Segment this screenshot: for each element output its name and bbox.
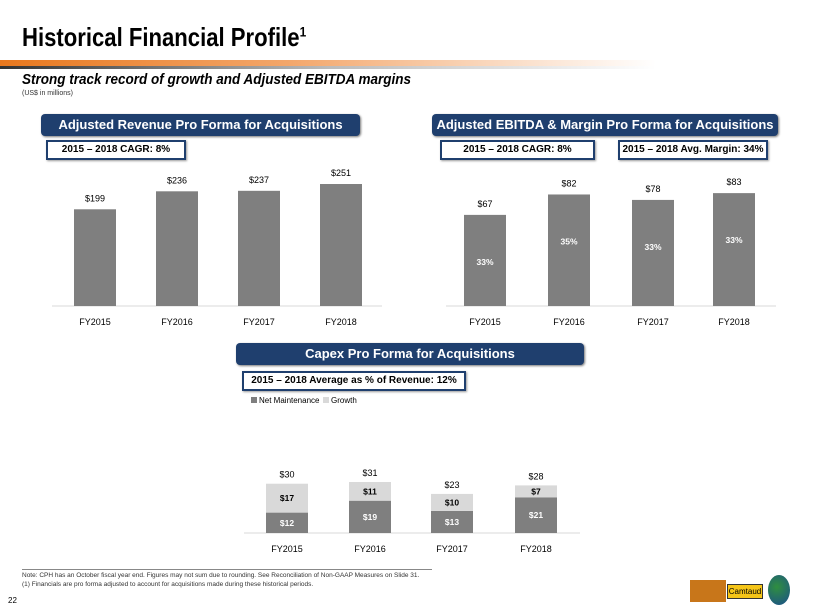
ebitda-margin-label: 33% <box>725 235 742 245</box>
revenue-data-label: $236 <box>167 175 187 185</box>
revenue-x-tick: FY2015 <box>79 317 111 327</box>
title-accent-bar <box>0 60 820 68</box>
page-title: Historical Financial Profile1 <box>22 22 306 53</box>
revenue-bar-FY2018 <box>320 184 362 306</box>
capex-x-tick: FY2016 <box>354 544 386 554</box>
subtitle: Strong track record of growth and Adjust… <box>22 71 412 88</box>
footnote-note: Note: CPH has an October fiscal year end… <box>22 572 420 579</box>
ebitda-x-tick: FY2015 <box>469 317 501 327</box>
capex-segment-label: $21 <box>529 510 543 520</box>
title-rule <box>0 66 820 69</box>
capex-legend-swatch <box>323 397 329 403</box>
capex-segment-label: $10 <box>445 497 459 507</box>
title-footnote: 1 <box>299 23 307 40</box>
ebitda-data-label: $83 <box>726 177 741 187</box>
ebitda-cagr-box: 2015 – 2018 CAGR: 8% <box>440 140 595 160</box>
capex-panel-title: Capex Pro Forma for Acquisitions <box>236 343 584 365</box>
ebitda-bar-FY2016 <box>548 194 590 306</box>
capex-segment-label: $19 <box>363 512 377 522</box>
capex-segment-label: $12 <box>280 518 294 528</box>
ebitda-margin-label: 33% <box>644 242 661 252</box>
brand-logo-globe <box>768 575 790 605</box>
footnote-divider <box>22 569 432 570</box>
revenue-panel-title: Adjusted Revenue Pro Forma for Acquisiti… <box>41 114 360 136</box>
ebitda-margin-label: 35% <box>560 236 577 246</box>
ebitda-margin-label: 33% <box>476 257 493 267</box>
page-number: 22 <box>8 596 17 605</box>
ebitda-bar-FY2017 <box>632 199 674 306</box>
revenue-bar-FY2015 <box>74 209 116 306</box>
capex-segment-label: $13 <box>445 517 459 527</box>
revenue-bar-FY2016 <box>156 191 198 306</box>
capex-bar-net-maintenance <box>349 500 391 533</box>
capex-bar-net-maintenance <box>431 510 473 533</box>
capex-bar-net-maintenance <box>266 512 308 533</box>
revenue-data-label: $199 <box>85 193 105 203</box>
ebitda-bar-FY2015 <box>464 214 506 306</box>
capex-total-label: $31 <box>362 468 377 478</box>
capex-total-label: $23 <box>444 480 459 490</box>
revenue-data-label: $237 <box>249 175 269 185</box>
capex-bar-growth <box>431 493 473 511</box>
capex-bar-net-maintenance <box>515 497 557 533</box>
units-label: (US$ in millions) <box>22 90 73 97</box>
capex-bar-growth <box>515 485 557 498</box>
ebitda-data-label: $67 <box>477 199 492 209</box>
capex-segment-label: $17 <box>280 493 294 503</box>
ebitda-bar-FY2018 <box>713 193 755 306</box>
capex-total-label: $30 <box>279 470 294 480</box>
revenue-x-tick: FY2018 <box>325 317 357 327</box>
ebitda-panel-title: Adjusted EBITDA & Margin Pro Forma for A… <box>432 114 778 136</box>
capex-legend-label: Net Maintenance <box>259 396 320 405</box>
capex-bar-growth <box>349 482 391 501</box>
ebitda-x-tick: FY2017 <box>637 317 669 327</box>
revenue-bar-FY2017 <box>238 190 280 306</box>
revenue-x-tick: FY2016 <box>161 317 193 327</box>
revenue-data-label: $251 <box>331 168 351 178</box>
capex-bar-growth <box>266 483 308 513</box>
ebitda-data-label: $82 <box>561 178 576 188</box>
capex-legend-label: Growth <box>331 396 357 405</box>
capex-x-tick: FY2017 <box>436 544 468 554</box>
revenue-x-tick: FY2017 <box>243 317 275 327</box>
brand-logo-camtaud: Camtaud <box>727 584 763 599</box>
ebitda-x-tick: FY2018 <box>718 317 750 327</box>
footnote-1: (1) Financials are pro forma adjusted to… <box>22 581 314 588</box>
capex-legend-swatch <box>251 397 257 403</box>
capex-segment-label: $7 <box>531 486 541 496</box>
ebitda-margin-box: 2015 – 2018 Avg. Margin: 34% <box>618 140 768 160</box>
ebitda-data-label: $78 <box>645 184 660 194</box>
ebitda-x-tick: FY2016 <box>553 317 585 327</box>
capex-x-tick: FY2015 <box>271 544 303 554</box>
title-text: Historical Financial Profile <box>22 22 300 52</box>
capex-x-tick: FY2018 <box>520 544 552 554</box>
capex-segment-label: $11 <box>363 486 377 496</box>
capex-avg-box: 2015 – 2018 Average as % of Revenue: 12% <box>242 371 466 391</box>
capex-total-label: $28 <box>528 471 543 481</box>
revenue-cagr-box: 2015 – 2018 CAGR: 8% <box>46 140 186 160</box>
brand-logo-1 <box>690 580 726 602</box>
